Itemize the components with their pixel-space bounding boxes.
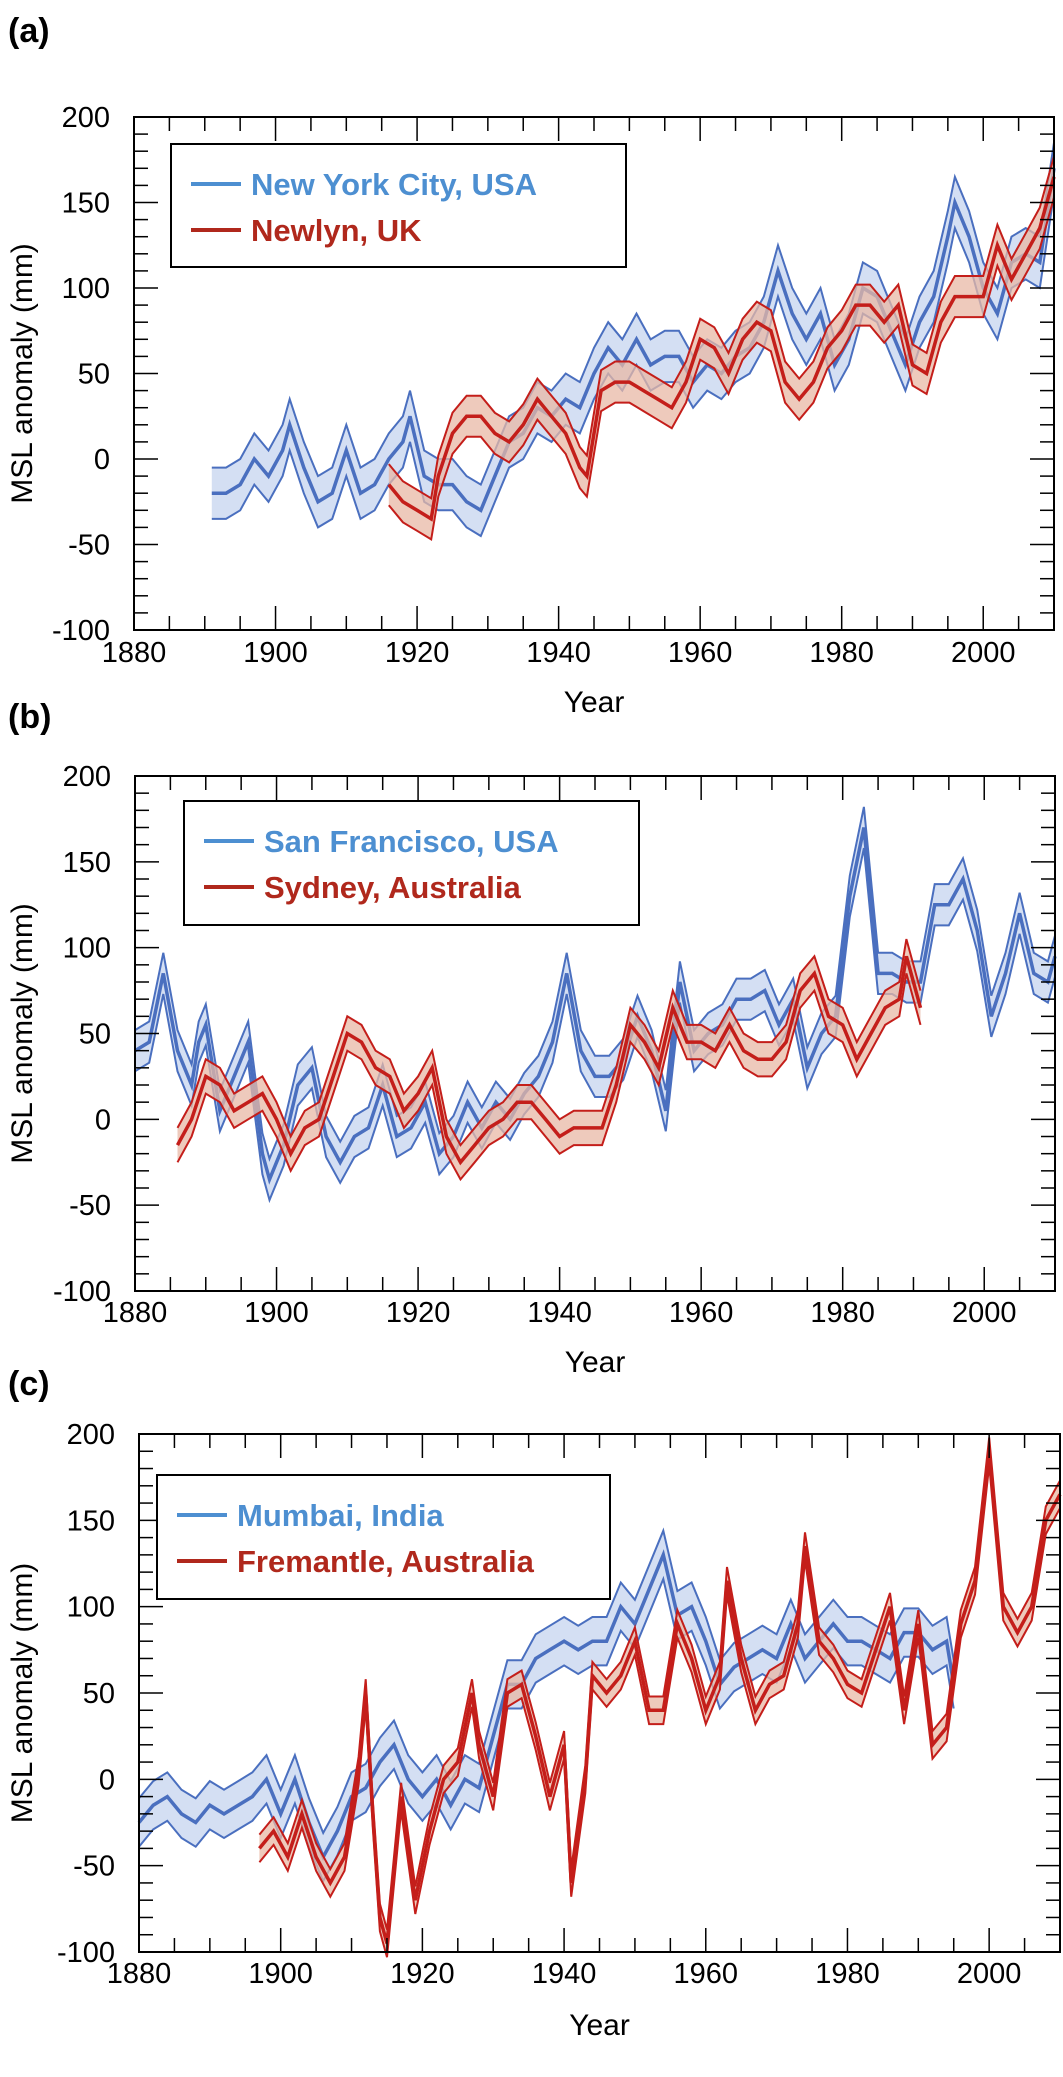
y-tick-label: 0	[99, 1764, 115, 1796]
legend: San Francisco, USA Sydney, Australia	[183, 800, 640, 926]
legend: New York City, USA Newlyn, UK	[170, 143, 627, 268]
panel-b: (b) 1880 1900 1920 1940 1960 1980 2000 200 150 100…	[6, 698, 1057, 1379]
band-upper-line	[388, 156, 1055, 500]
legend: Mumbai, India Fremantle, Australia	[156, 1474, 611, 1600]
x-tick-label: 2000	[957, 1958, 1022, 1990]
panel-a: (a) 1880 1900 1920 1940 1960 1980 2000 200 150 100…	[6, 12, 1056, 719]
legend-entry: Mumbai, India	[237, 1498, 444, 1533]
x-tick-label: 2000	[952, 1297, 1017, 1329]
x-tick-label: 1900	[243, 637, 308, 669]
y-tick-label: 200	[63, 761, 111, 793]
series-line	[211, 168, 1056, 513]
x-tick-label: 1880	[102, 637, 167, 669]
y-tick-label: 100	[67, 1592, 115, 1624]
y-tick-label: 150	[67, 1505, 115, 1537]
y-tick-label: -100	[57, 1937, 115, 1969]
y-tick-label: 150	[62, 188, 110, 220]
y-axis-title: MSL anomaly (mm)	[6, 1563, 39, 1824]
y-tick-label: 200	[62, 102, 110, 134]
band-upper-line	[258, 1437, 1061, 1930]
series-1	[175, 938, 923, 1182]
uncertainty-band	[211, 142, 1055, 536]
series-1	[258, 1437, 1062, 1958]
band-upper-line	[138, 1527, 955, 1836]
x-tick-label: 1980	[815, 1958, 880, 1990]
y-tick-label: -100	[53, 1276, 111, 1308]
panel-label: (b)	[8, 698, 51, 736]
series-line	[137, 1549, 956, 1862]
x-tick-label: 1940	[527, 1297, 592, 1329]
x-tick-label: 1940	[526, 637, 591, 669]
y-axis-title: MSL anomaly (mm)	[6, 903, 39, 1164]
legend-box	[183, 800, 640, 926]
x-axis-title: Year	[569, 2009, 630, 2042]
y-tick-label: 200	[67, 1419, 115, 1451]
y-tick-label: 50	[78, 359, 110, 391]
x-tick-label: 1920	[390, 1958, 455, 1990]
series-line	[258, 1451, 1062, 1944]
y-axis-title: MSL anomaly (mm)	[6, 243, 39, 504]
panel-label: (a)	[8, 12, 50, 50]
y-tick-label: 50	[79, 1019, 111, 1051]
y-tick-label: 150	[63, 847, 111, 879]
band-lower-line	[388, 197, 1055, 542]
band-lower-line	[258, 1464, 1061, 1958]
y-tick-label: 100	[63, 933, 111, 965]
series-line	[175, 955, 923, 1166]
y-tick-label: 100	[62, 273, 110, 305]
band-lower-line	[176, 973, 922, 1182]
legend-entry: San Francisco, USA	[264, 824, 559, 859]
y-tick-label: 50	[83, 1678, 115, 1710]
x-axis-title: Year	[565, 1346, 626, 1379]
x-tick-label: 1920	[386, 1297, 451, 1329]
x-tick-label: 1960	[669, 1297, 734, 1329]
x-tick-label: 1980	[809, 637, 874, 669]
legend-entry: Sydney, Australia	[264, 870, 521, 905]
x-tick-label: 1960	[668, 637, 733, 669]
x-tick-label: 1920	[385, 637, 450, 669]
x-tick-label: 2000	[951, 637, 1016, 669]
x-tick-label: 1980	[810, 1297, 875, 1329]
x-tick-label: 1880	[107, 1958, 172, 1990]
panel-label: (c)	[8, 1365, 50, 1403]
band-lower-line	[134, 847, 1056, 1204]
band-upper-line	[211, 142, 1055, 487]
x-tick-label: 1940	[532, 1958, 597, 1990]
y-tick-label: 0	[95, 1104, 111, 1136]
x-tick-label: 1960	[674, 1958, 739, 1990]
panel-c: (c) 1880 1900 1920 1940 1960 1980 2000 200 150 100…	[6, 1365, 1062, 2042]
x-tick-label: 1880	[103, 1297, 168, 1329]
series-1	[387, 156, 1056, 542]
y-tick-label: 0	[94, 444, 110, 476]
legend-entry: Fremantle, Australia	[237, 1544, 535, 1579]
legend-box	[156, 1474, 611, 1600]
x-tick-label: 1900	[248, 1958, 313, 1990]
band-upper-line	[176, 938, 922, 1147]
y-tick-label: -50	[69, 1190, 111, 1222]
series-line	[387, 176, 1056, 522]
y-tick-label: -50	[73, 1851, 115, 1883]
legend-box	[170, 143, 627, 268]
uncertainty-band	[388, 156, 1054, 540]
legend-entry: Newlyn, UK	[251, 213, 422, 248]
x-tick-label: 1900	[244, 1297, 309, 1329]
x-axis-title: Year	[564, 686, 625, 719]
legend-entry: New York City, USA	[251, 167, 537, 202]
y-tick-label: -100	[52, 615, 110, 647]
y-tick-label: -50	[68, 530, 110, 562]
